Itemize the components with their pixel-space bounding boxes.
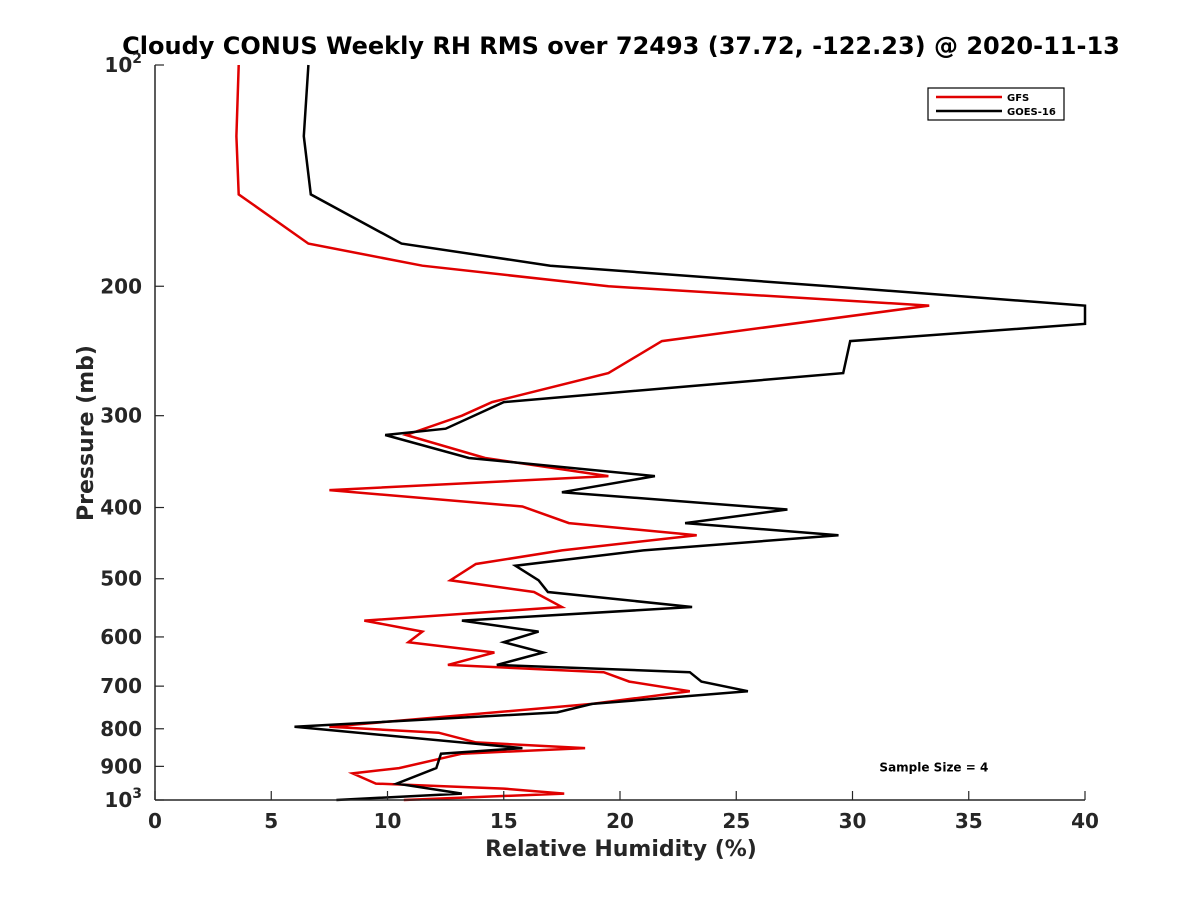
y-tick-label: 400 (100, 496, 142, 520)
legend-label-goes16: GOES-16 (1007, 107, 1056, 118)
x-tick-label: 20 (606, 809, 634, 833)
x-tick-label: 0 (148, 809, 162, 833)
legend: GFS GOES-16 (927, 87, 1065, 121)
x-tick-label: 5 (264, 809, 278, 833)
x-tick-label: 40 (1071, 809, 1099, 833)
y-tick-label: 102 (104, 51, 142, 77)
x-tick-label: 10 (374, 809, 402, 833)
y-tick-label: 800 (100, 717, 142, 741)
chart-title: Cloudy CONUS Weekly RH RMS over 72493 (3… (122, 32, 1120, 60)
series-line-gfs (235, 64, 930, 802)
y-tick-label: 700 (100, 674, 142, 698)
plot-lines (235, 64, 1087, 802)
y-tick-label: 103 (104, 786, 142, 812)
x-axis-label: Relative Humidity (%) (485, 837, 757, 862)
x-tick-label: 15 (490, 809, 518, 833)
y-tick-label: 300 (100, 404, 142, 428)
legend-box (927, 87, 1065, 121)
series-line-goes-16 (294, 64, 1087, 802)
sample-size-annotation: Sample Size = 4 (879, 760, 988, 774)
legend-label-gfs: GFS (1007, 93, 1029, 104)
y-tick-label: 200 (100, 274, 142, 298)
x-tick-label: 30 (839, 809, 867, 833)
y-tick-label: 500 (100, 567, 142, 591)
x-tick-label: 25 (722, 809, 750, 833)
x-tick-label: 35 (955, 809, 983, 833)
y-tick-label: 900 (100, 754, 142, 778)
x-ticks: 0 5 10 15 20 25 30 35 40 (148, 791, 1099, 833)
y-axis-label: Pressure (mb) (74, 345, 99, 521)
y-tick-label: 600 (100, 625, 142, 649)
y-ticks: 102 200 300 400 500 600 700 800 900 103 (100, 51, 164, 812)
